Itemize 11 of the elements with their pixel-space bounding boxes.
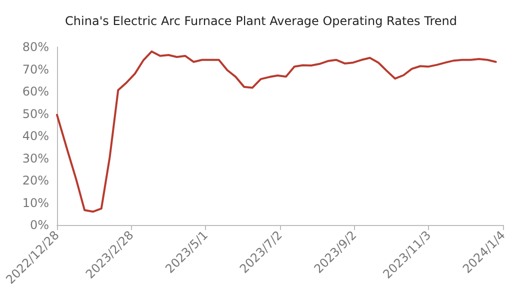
y-tick-label: 60% [22,84,49,98]
y-tick-label: 20% [22,174,49,188]
y-tick-label: 70% [22,62,49,76]
y-tick-label: 30% [22,151,49,166]
chart-title: China's Electric Arc Furnace Plant Average Operating Rates Trend [65,14,457,28]
y-tick-label: 80% [22,40,49,54]
line-series [56,50,497,213]
y-tick-label: 10% [22,196,49,210]
y-tick-label: 50% [22,106,49,121]
y-tick-label: 0% [30,218,49,232]
y-tick-label: 40% [22,129,49,143]
